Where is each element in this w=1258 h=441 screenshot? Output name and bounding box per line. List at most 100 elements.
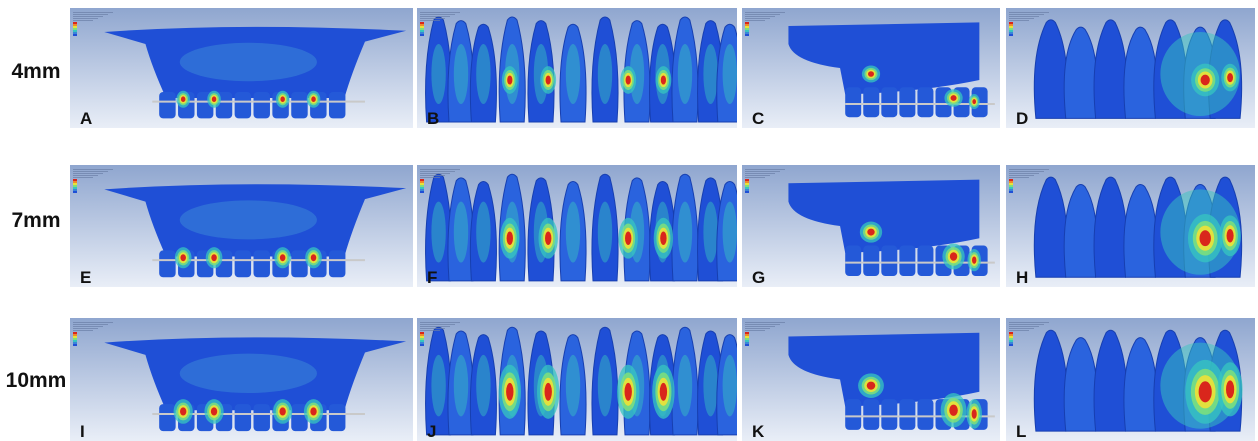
tooth: [863, 87, 880, 118]
stress-hotspot: [659, 382, 668, 401]
fea-render: [1006, 165, 1255, 287]
panel-letter: I: [80, 422, 85, 441]
tooth: [469, 23, 497, 123]
fea-render: [742, 318, 1000, 441]
stress-hotspot: [624, 382, 632, 401]
stress-hotspot: [660, 231, 667, 245]
maxilla-model: [788, 332, 980, 407]
stress-region: [476, 44, 491, 104]
stress-region: [453, 201, 469, 263]
panel-h: H: [1006, 165, 1255, 287]
tooth: [917, 245, 934, 277]
stress-legend: [420, 11, 472, 36]
tooth: [234, 250, 252, 278]
stress-hotspot: [867, 228, 875, 236]
stress-hotspot: [1225, 380, 1235, 399]
stress-hotspot: [310, 254, 317, 262]
stress-hotspot: [544, 382, 552, 401]
stress-hotspot: [1200, 74, 1210, 86]
tooth: [716, 23, 737, 123]
row-label-10mm: 10mm: [5, 369, 67, 392]
tooth: [291, 250, 308, 278]
stress-hotspot: [506, 231, 513, 245]
stress-hotspot: [971, 409, 977, 419]
stress-hotspot: [545, 231, 552, 245]
fea-render: [1006, 8, 1255, 128]
stress-legend: [745, 168, 797, 193]
tooth: [328, 92, 346, 119]
stress-hotspot: [950, 95, 957, 101]
panel-c: C: [742, 8, 1000, 128]
tooth: [863, 399, 880, 430]
tooth: [234, 404, 252, 432]
stress-hotspot: [279, 254, 286, 262]
row-label-7mm: 7mm: [11, 209, 61, 232]
tooth: [291, 404, 308, 432]
fea-render: [1006, 318, 1255, 441]
panel-a: A: [70, 8, 413, 128]
stress-region: [597, 354, 613, 417]
stress-region: [431, 201, 446, 263]
stress-region: [431, 354, 446, 417]
stress-region: [722, 354, 737, 417]
panel-letter: J: [427, 422, 437, 441]
stress-region: [476, 201, 491, 263]
panel-l: L: [1006, 318, 1255, 441]
stress-hotspot: [211, 254, 217, 262]
stress-region: [179, 200, 317, 240]
stress-hotspot: [625, 231, 632, 245]
tooth: [291, 92, 308, 119]
stress-region: [597, 201, 613, 263]
stress-region: [597, 44, 613, 104]
stress-legend: [1009, 168, 1061, 193]
stress-hotspot: [311, 96, 316, 103]
stress-hotspot: [867, 71, 875, 77]
stress-hotspot: [506, 382, 514, 401]
panel-letter: H: [1016, 268, 1029, 287]
fea-render: [417, 8, 737, 128]
stress-legend: [1009, 11, 1061, 36]
fea-render: [417, 318, 737, 441]
fea-render: [70, 8, 413, 128]
tooth: [591, 173, 619, 282]
stress-hotspot: [1226, 229, 1234, 243]
panel-j: J: [417, 318, 737, 441]
stress-hotspot: [180, 96, 186, 103]
fea-render: [70, 165, 413, 287]
panel-letter: K: [752, 422, 765, 441]
tooth: [559, 181, 587, 282]
tooth: [159, 92, 176, 119]
stress-region: [565, 201, 581, 263]
stress-legend: [73, 11, 125, 36]
tooth: [716, 181, 737, 282]
tooth: [469, 334, 497, 436]
tooth: [845, 245, 862, 277]
tooth: [716, 334, 737, 436]
panel-f: F: [417, 165, 737, 287]
tooth: [559, 334, 587, 436]
stress-region: [677, 201, 693, 263]
panel-letter: B: [427, 109, 440, 128]
stress-hotspot: [971, 256, 977, 264]
tooth: [328, 404, 346, 432]
stress-legend: [73, 321, 125, 346]
stress-region: [476, 354, 491, 417]
tooth: [899, 245, 916, 277]
stress-legend: [420, 321, 472, 346]
stress-hotspot: [210, 407, 218, 416]
stress-region: [677, 354, 693, 417]
fea-render: [70, 318, 413, 441]
stress-hotspot: [180, 407, 187, 416]
stress-hotspot: [310, 407, 317, 416]
stress-region: [722, 44, 737, 104]
stress-region: [703, 201, 718, 263]
stress-region: [179, 353, 317, 394]
panel-letter: C: [752, 109, 765, 128]
tooth: [917, 87, 934, 118]
stress-hotspot: [1227, 73, 1234, 83]
panel-letter: L: [1016, 422, 1027, 441]
panel-b: B: [417, 8, 737, 128]
fea-render: [742, 8, 1000, 128]
tooth: [845, 87, 862, 118]
panel-letter: E: [80, 268, 92, 287]
